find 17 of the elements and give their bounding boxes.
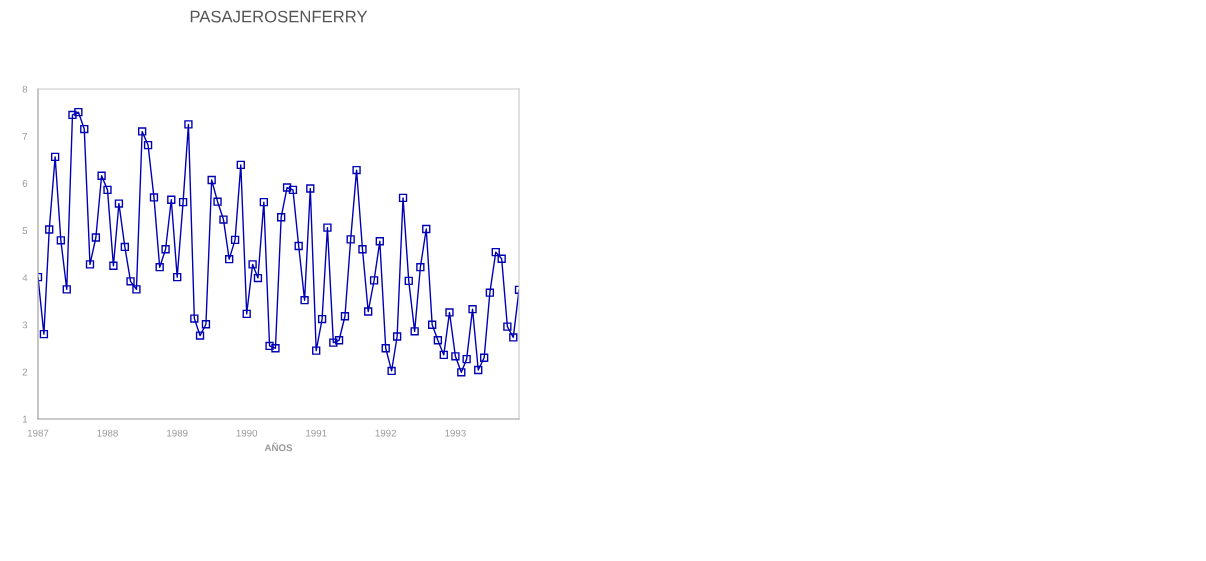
- y-tick-label: 2: [22, 368, 28, 376]
- y-tick-label: 4: [22, 274, 28, 282]
- x-axis-title: AÑOS: [264, 442, 293, 452]
- y-tick-label: 8: [22, 85, 28, 93]
- chart-title: PASAJEROSENFERRY: [190, 10, 368, 23]
- y-tick-label: 1: [22, 415, 28, 423]
- x-tick-label: 1990: [236, 429, 258, 437]
- y-tick-label: 6: [22, 180, 28, 187]
- x-tick-label: 1991: [306, 429, 327, 437]
- y-tick-label: 5: [22, 227, 28, 235]
- y-tick-label: 7: [22, 132, 28, 140]
- y-tick-label: 3: [22, 321, 28, 329]
- x-tick-label: 1993: [445, 429, 466, 437]
- x-tick-label: 1989: [167, 429, 188, 437]
- x-tick-label: 1987: [27, 429, 49, 437]
- x-tick-label: 1988: [97, 429, 118, 437]
- x-tick-label: 1992: [375, 429, 397, 437]
